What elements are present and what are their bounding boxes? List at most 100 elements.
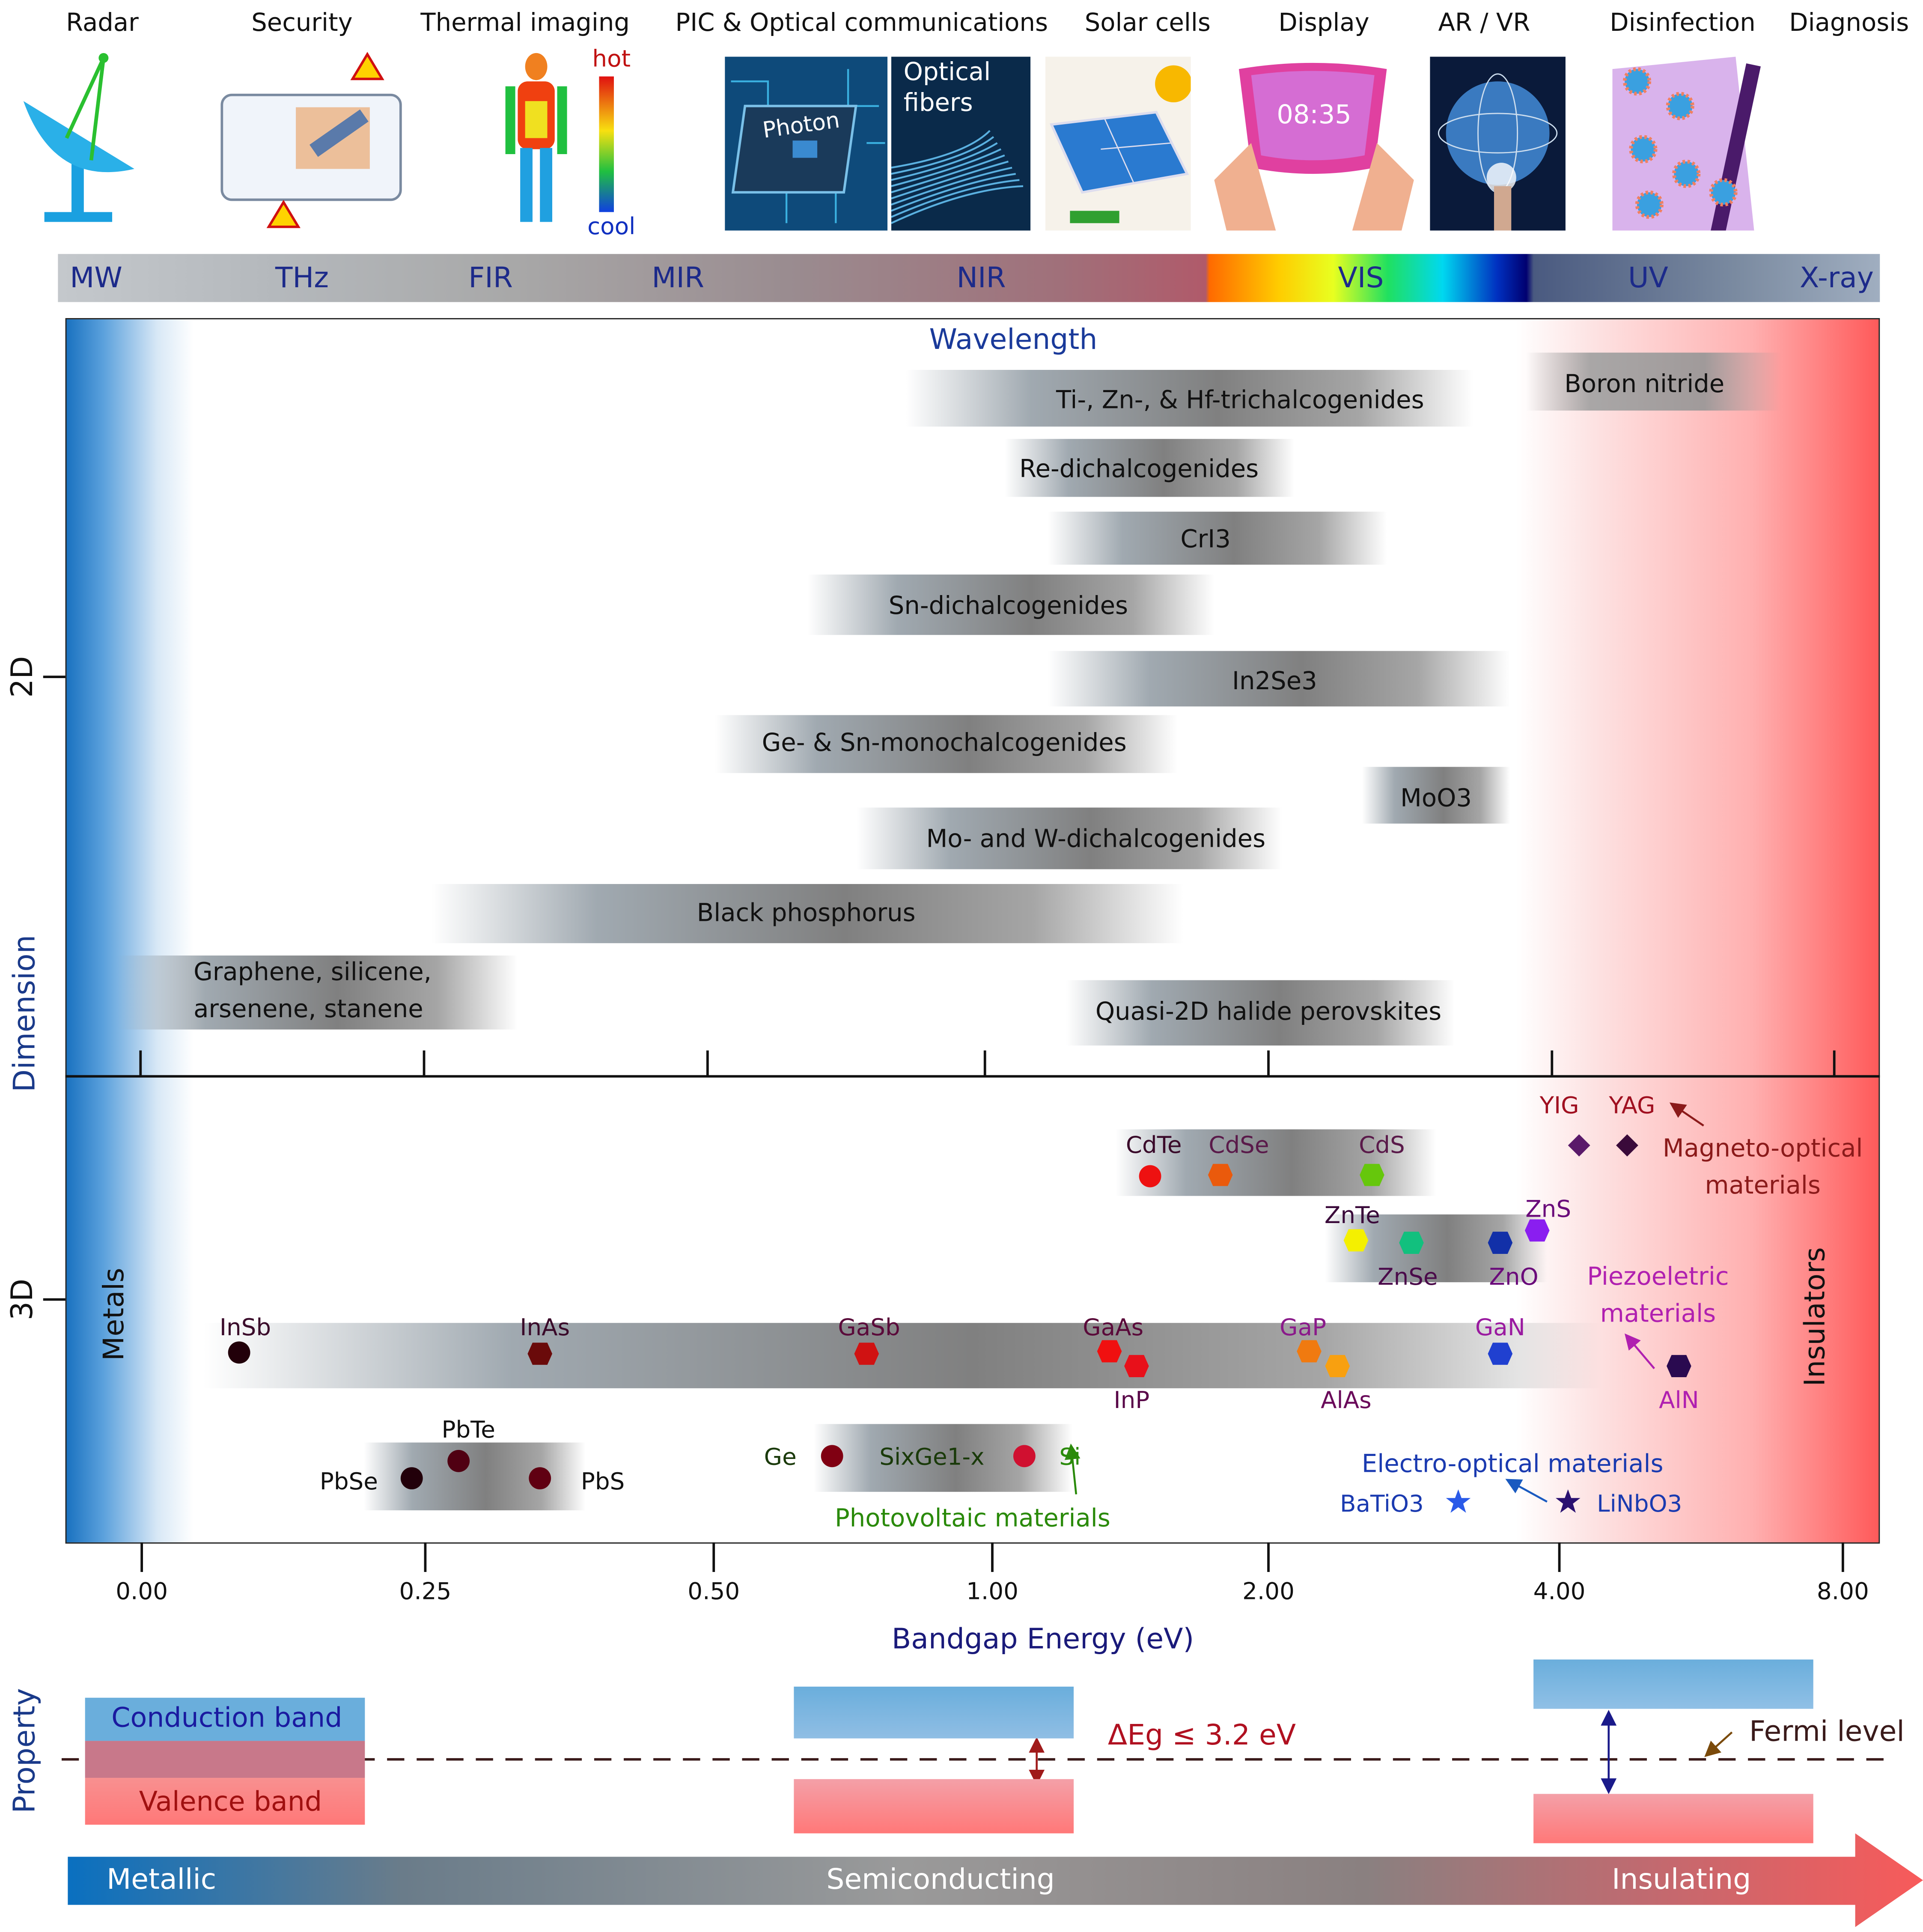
- y-tick-mark-3d: [43, 1298, 65, 1300]
- solar-panel-icon: [891, 57, 1031, 231]
- marker-hex-icon: [1358, 1163, 1385, 1192]
- metallic-label: Metallic: [107, 1864, 217, 1896]
- material-label-3d: GaSb: [838, 1314, 900, 1342]
- material-range-bar-2d: [1066, 980, 1455, 1046]
- x-tick-mark: [1833, 1050, 1835, 1077]
- marker-circle-icon: [1012, 1444, 1037, 1473]
- material-label-3d: LiNbO3: [1597, 1490, 1682, 1518]
- material-group-bar-3d: [203, 1323, 1603, 1388]
- y-tick-mark-2d: [43, 676, 65, 678]
- marker-circle-icon: [820, 1444, 845, 1473]
- spectrum-label-uv: UV: [1628, 262, 1668, 295]
- material-label-2d: Boron nitride: [1564, 369, 1725, 399]
- photonic-chip-icon: [725, 57, 888, 231]
- metal-band-overlap: [85, 1741, 365, 1778]
- material-label-3d: AlN: [1659, 1387, 1699, 1414]
- piezoelectric-label: Piezoeletric: [1587, 1261, 1729, 1291]
- marker-hex-icon: [853, 1341, 880, 1371]
- x-tick-label: 0.25: [399, 1578, 452, 1605]
- x-tick-mark: [1551, 1050, 1553, 1077]
- material-label-2d: CrI3: [1180, 524, 1231, 554]
- material-label-3d: CdS: [1359, 1131, 1405, 1159]
- spectrum-label-mw: MW: [70, 262, 122, 295]
- marker-circle-icon: [446, 1449, 471, 1478]
- x-tick-mark: [423, 1050, 425, 1077]
- material-label-3d: ZnS: [1525, 1196, 1572, 1223]
- material-label-2d: Graphene, silicene,: [193, 956, 432, 986]
- x-tick-label: 4.00: [1533, 1578, 1586, 1605]
- spectrum-label-thz: THz: [275, 262, 329, 295]
- x-axis-title: Bandgap Energy (eV): [891, 1623, 1194, 1656]
- marker-hex-icon: [527, 1341, 554, 1371]
- marker-hex-icon: [1665, 1354, 1692, 1383]
- x-tick-mark: [139, 1050, 141, 1077]
- semi-valence-band: [794, 1779, 1074, 1834]
- material-range-bar-2d: [1004, 439, 1295, 497]
- thermal-body-icon: [493, 52, 629, 231]
- material-label-3d: ZnSe: [1378, 1264, 1438, 1291]
- material-label-3d: InSb: [219, 1314, 271, 1342]
- marker-circle-icon: [399, 1466, 424, 1495]
- x-tick-label: 1.00: [966, 1578, 1018, 1605]
- x-tick-mark: [424, 1542, 426, 1572]
- metal-conduction-band: [85, 1697, 365, 1741]
- uv-virus-icon: [1430, 57, 1566, 231]
- x-tick-mark: [1558, 1542, 1560, 1572]
- material-label-3d: AlAs: [1321, 1387, 1372, 1414]
- material-range-bar-2d: [715, 715, 1177, 773]
- material-label-2d: Re-dichalcogenides: [1019, 453, 1259, 483]
- magneto-optical-label: Magneto-optical: [1662, 1133, 1863, 1163]
- metal-valence-band: [85, 1777, 365, 1825]
- x-tick-mark: [706, 1050, 708, 1077]
- x-tick-label: 0.50: [688, 1578, 740, 1605]
- x-tick-mark: [712, 1542, 714, 1572]
- x-tick-label: 2.00: [1242, 1578, 1295, 1605]
- material-label-2d: Ti-, Zn-, & Hf-trichalcogenides: [1056, 384, 1424, 414]
- x-tick-mark: [991, 1542, 993, 1572]
- marker-hex-icon: [1487, 1341, 1514, 1371]
- material-label-3d: Ge: [764, 1444, 797, 1471]
- thermal-cool-label: cool: [587, 213, 636, 241]
- material-label-2d: Sn-dichalcogenides: [888, 590, 1128, 620]
- material-range-bar-2d: [857, 807, 1282, 869]
- material-label-3d: BaTiO3: [1340, 1490, 1424, 1518]
- material-range-bar-2d: [807, 575, 1215, 635]
- material-label-3d: PbS: [580, 1468, 625, 1496]
- ins-valence-band: [1533, 1794, 1813, 1843]
- application-label: Display: [1278, 7, 1369, 37]
- marker-circle-icon: [227, 1340, 252, 1370]
- optical-fibers-label: Optical: [903, 57, 991, 86]
- fermi-level-label: Fermi level: [1749, 1716, 1905, 1748]
- marker-hex-icon: [1398, 1230, 1425, 1260]
- foldable-display-icon: [1045, 57, 1191, 231]
- spectrum-label-nir: NIR: [956, 262, 1006, 295]
- x-tick-mark: [1267, 1542, 1269, 1572]
- display-clock: 08:35: [1277, 100, 1351, 130]
- application-label: Diagnosis: [1789, 7, 1909, 37]
- property-arrow: [68, 1833, 1923, 1927]
- semiconducting-label: Semiconducting: [826, 1864, 1055, 1896]
- property-title: Property: [7, 1688, 42, 1813]
- material-label-3d: CdSe: [1209, 1131, 1269, 1159]
- material-label-2d: Ge- & Sn-monochalcogenides: [762, 727, 1127, 757]
- application-label: Disinfection: [1610, 7, 1756, 37]
- x-tick-mark: [983, 1050, 986, 1077]
- marker-hex-icon: [1343, 1228, 1369, 1257]
- marker-diamond-icon: [1615, 1133, 1640, 1163]
- material-label-2d: MoO3: [1400, 783, 1472, 813]
- dimension-divider: [65, 1075, 1880, 1078]
- spectrum-label-fir: FIR: [468, 262, 513, 295]
- xray-chest-icon: [1612, 57, 1775, 231]
- material-label-3d: YAG: [1609, 1092, 1655, 1120]
- marker-hex-icon: [1207, 1163, 1234, 1192]
- application-label: Solar cells: [1084, 7, 1211, 37]
- material-label-3d: ZnO: [1489, 1264, 1539, 1291]
- application-label: AR / VR: [1438, 7, 1530, 37]
- marker-hex-icon: [1295, 1339, 1322, 1369]
- conduction-band-label: Conduction band: [111, 1703, 342, 1734]
- electro-optical-label: Electro-optical materials: [1361, 1449, 1664, 1479]
- spectrum-bar: [58, 254, 1880, 302]
- material-label-3d: PbTe: [441, 1417, 495, 1444]
- marker-hex-icon: [1524, 1218, 1551, 1247]
